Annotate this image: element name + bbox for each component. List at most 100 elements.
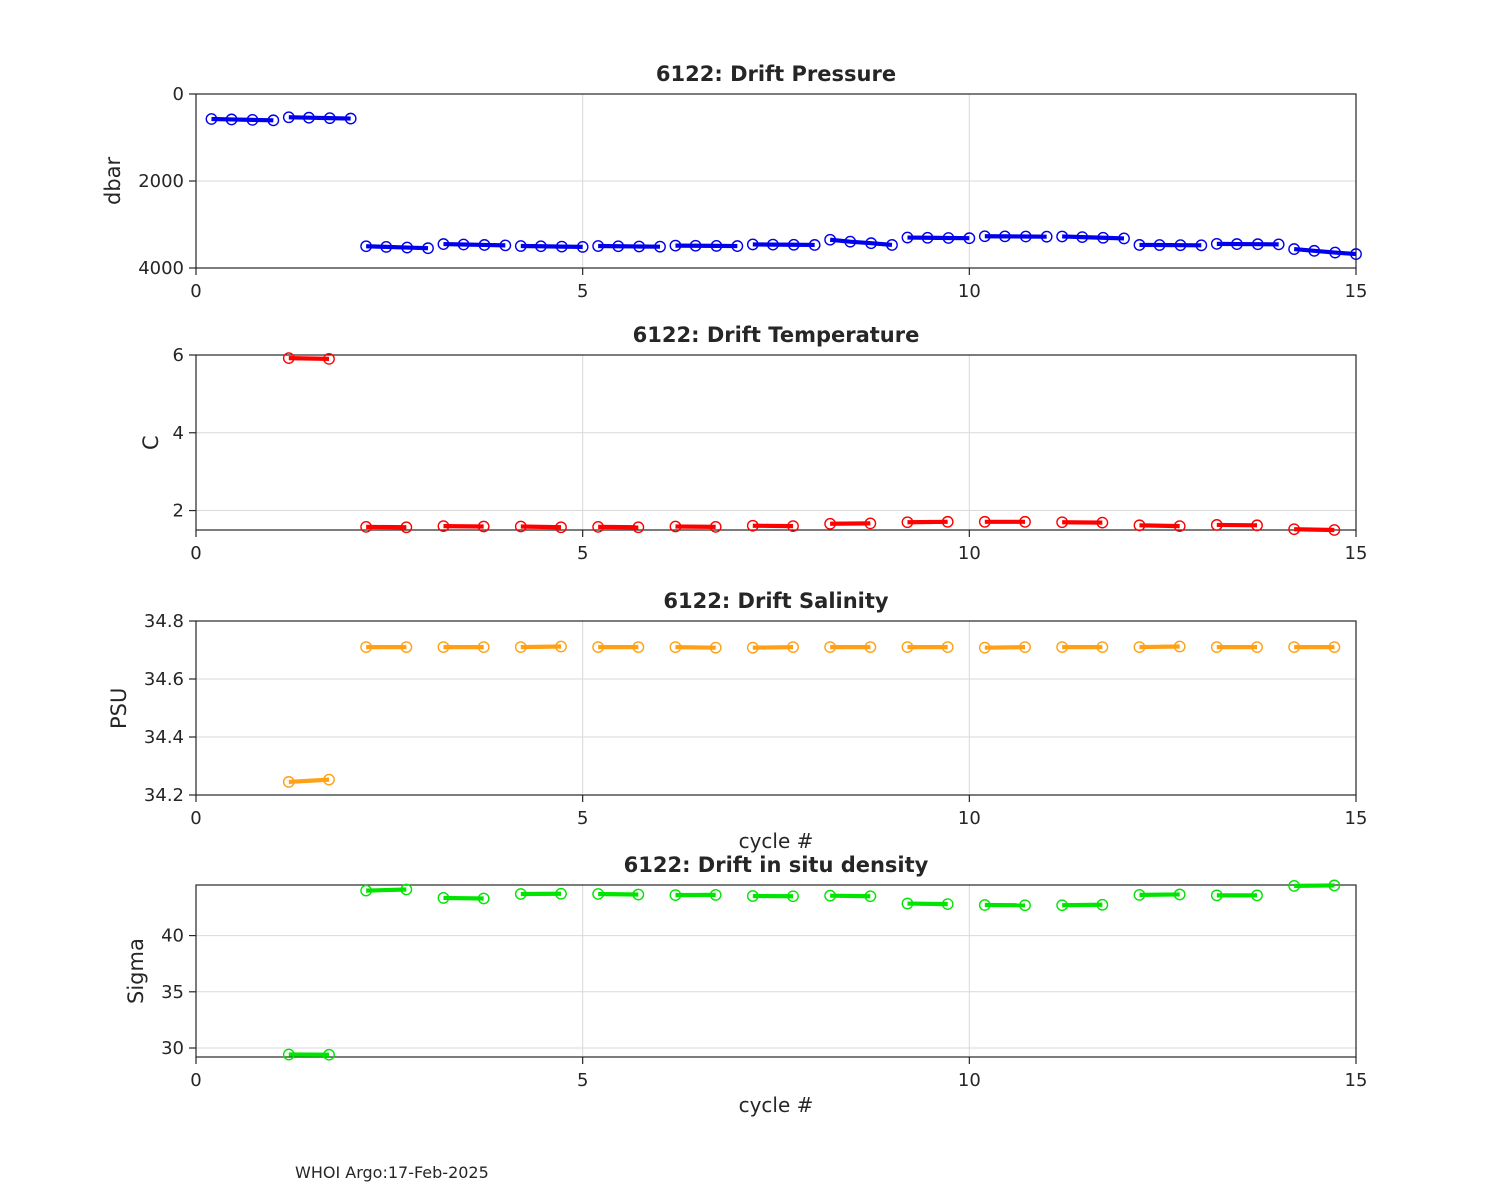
temperature-marker	[437, 520, 450, 533]
salinity-marker	[514, 641, 527, 654]
pressure-marker	[457, 238, 470, 251]
salinity-marker	[592, 641, 605, 654]
pressure-marker	[514, 240, 527, 252]
pressure-segment-line	[1062, 234, 1125, 241]
pressure-marker	[225, 113, 238, 126]
salinity-marker	[787, 641, 799, 654]
pressure-marker	[535, 240, 547, 253]
temperature-marker	[514, 520, 527, 533]
pressure-title: 6122: Drift Pressure	[655, 62, 897, 86]
pressure-marker	[886, 239, 898, 251]
pressure-marker	[1040, 230, 1053, 243]
pressure-marker	[1231, 238, 1243, 250]
salinity-segment-line	[520, 644, 562, 650]
pressure-marker	[1133, 239, 1146, 251]
pressure-y-axis-label: dbar	[101, 156, 125, 206]
x-tick-label: 15	[1345, 808, 1368, 829]
temperature-marker	[941, 515, 954, 528]
density-marker	[1173, 888, 1186, 901]
pressure-marker	[669, 239, 682, 252]
density-marker	[901, 897, 914, 910]
x-tick-label: 0	[190, 543, 201, 564]
pressure-marker	[1251, 238, 1264, 251]
pressure-marker	[710, 240, 723, 252]
y-tick-label: 2	[173, 501, 184, 522]
pressure-segment-line	[366, 244, 429, 251]
pressure-marker	[360, 240, 373, 253]
plot-box	[195, 354, 1357, 531]
salinity-marker	[555, 640, 567, 653]
temperature-marker	[1019, 515, 1031, 528]
pressure-marker	[303, 111, 315, 124]
pressure-segment-line	[443, 241, 506, 248]
density-segment-line	[598, 891, 639, 897]
temperature-marker	[360, 520, 373, 533]
salinity-marker	[1328, 641, 1341, 654]
density-marker	[1328, 879, 1341, 892]
density-title: 6122: Drift in situ density	[623, 853, 929, 877]
density-marker	[555, 887, 567, 900]
density-segment-line	[907, 901, 948, 907]
density-marker	[669, 889, 682, 902]
density-marker	[1288, 879, 1301, 892]
temperature-marker	[1288, 523, 1301, 536]
density-marker	[1096, 898, 1109, 911]
temperature-marker	[1251, 519, 1263, 532]
pressure-marker	[401, 241, 414, 254]
y-tick-label: 30	[161, 1038, 184, 1059]
density-marker	[1251, 889, 1263, 902]
pressure-segment-line	[520, 243, 583, 250]
y-tick-label: 34.8	[144, 611, 184, 632]
salinity-marker	[282, 776, 295, 788]
y-tick-label: 0	[173, 84, 184, 105]
salinity-marker	[1056, 641, 1069, 654]
density-marker	[978, 899, 991, 911]
salinity-marker	[1288, 641, 1301, 654]
salinity-marker	[400, 641, 413, 654]
salinity-title: 6122: Drift Salinity	[663, 589, 889, 613]
x-tick-label: 5	[577, 281, 588, 302]
pressure-marker	[689, 239, 702, 252]
salinity-marker	[437, 641, 450, 654]
salinity-marker	[901, 641, 914, 654]
temperature-marker	[1096, 516, 1109, 529]
density-marker	[1133, 888, 1146, 901]
density-y-axis-label: Sigma	[124, 938, 148, 1004]
temperature-segment-line	[1139, 523, 1180, 529]
salinity-marker	[632, 641, 645, 654]
x-tick-label: 0	[190, 808, 201, 829]
pressure-marker	[267, 114, 280, 127]
salinity-segment-line	[752, 645, 794, 650]
salinity-marker	[1096, 641, 1109, 654]
density-marker	[632, 888, 645, 901]
density-marker	[941, 898, 954, 911]
pressure-marker	[942, 232, 955, 244]
temperature-marker	[901, 516, 914, 529]
x-tick-label: 15	[1345, 543, 1368, 564]
pressure-marker	[499, 239, 512, 252]
pressure-marker	[1056, 230, 1069, 243]
density-marker	[1210, 889, 1223, 902]
salinity-segment-line	[1139, 644, 1180, 650]
x-tick-label: 0	[190, 281, 201, 302]
pressure-segment-line	[288, 115, 351, 121]
pressure-marker	[1195, 239, 1208, 252]
watermark-annotation: WHOI Argo:17-Feb-2025	[295, 1163, 489, 1182]
pressure-marker	[422, 242, 434, 255]
temperature-marker	[864, 517, 877, 530]
pressure-segment-line	[752, 242, 815, 248]
pressure-segment-line	[829, 237, 893, 248]
density-marker	[477, 892, 490, 905]
density-marker	[592, 888, 605, 900]
pressure-marker	[344, 112, 357, 125]
pressure-marker	[1097, 231, 1110, 244]
y-tick-label: 4	[173, 423, 184, 444]
pressure-marker	[1288, 243, 1301, 255]
salinity-marker	[477, 641, 490, 654]
density-segment-line	[830, 893, 871, 899]
temperature-marker	[592, 520, 605, 533]
salinity-marker	[864, 641, 877, 654]
y-tick-label: 34.2	[144, 785, 184, 806]
x-tick-label: 10	[958, 808, 981, 829]
x-tick-label: 15	[1345, 1070, 1368, 1091]
